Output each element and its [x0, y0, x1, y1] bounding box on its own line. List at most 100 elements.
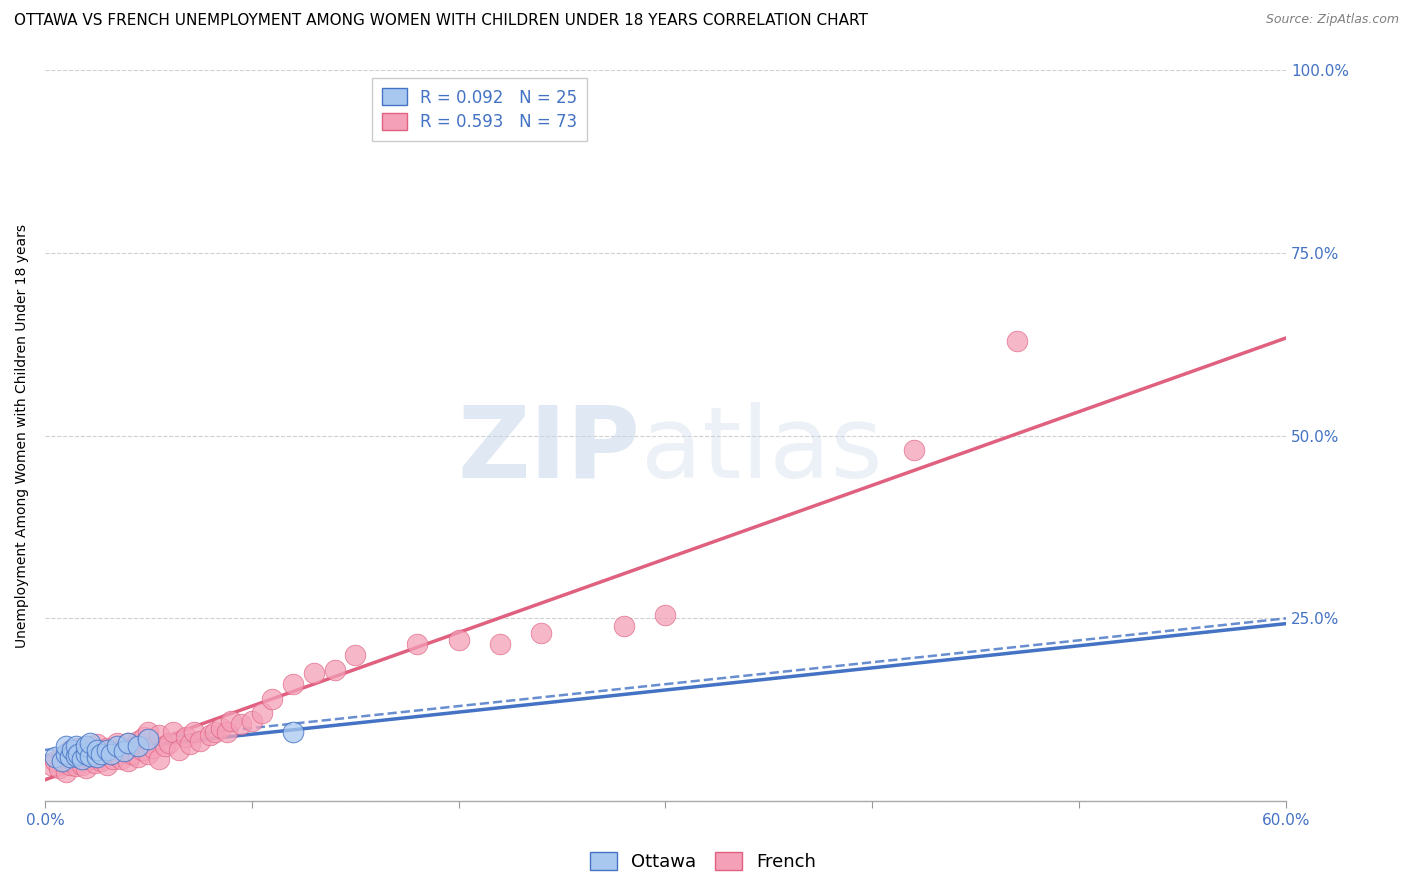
Point	[127, 734, 149, 748]
Point	[86, 750, 108, 764]
Point	[148, 728, 170, 742]
Point	[96, 741, 118, 756]
Point	[157, 736, 180, 750]
Point	[75, 761, 97, 775]
Point	[105, 736, 128, 750]
Point	[100, 747, 122, 761]
Point	[302, 666, 325, 681]
Point	[134, 730, 156, 744]
Point	[530, 626, 553, 640]
Point	[75, 739, 97, 754]
Point	[188, 734, 211, 748]
Point	[122, 739, 145, 754]
Point	[209, 721, 232, 735]
Point	[112, 743, 135, 757]
Point	[121, 747, 143, 761]
Point	[39, 757, 62, 772]
Point	[65, 748, 87, 763]
Point	[79, 739, 101, 754]
Text: ZIP: ZIP	[458, 401, 641, 499]
Point	[51, 750, 73, 764]
Point	[219, 714, 242, 728]
Point	[75, 747, 97, 761]
Point	[127, 739, 149, 754]
Point	[105, 739, 128, 754]
Point	[117, 736, 139, 750]
Point	[55, 739, 77, 754]
Point	[489, 637, 512, 651]
Point	[65, 748, 87, 763]
Point	[44, 750, 66, 764]
Point	[75, 744, 97, 758]
Point	[654, 607, 676, 622]
Point	[90, 754, 112, 768]
Point	[215, 724, 238, 739]
Point	[447, 633, 470, 648]
Point	[183, 724, 205, 739]
Point	[127, 750, 149, 764]
Point	[204, 724, 226, 739]
Point	[65, 759, 87, 773]
Point	[1005, 334, 1028, 348]
Legend: Ottawa, French: Ottawa, French	[582, 845, 824, 879]
Point	[70, 752, 93, 766]
Point	[70, 757, 93, 772]
Point	[91, 744, 114, 758]
Point	[59, 743, 82, 757]
Legend: R = 0.092   N = 25, R = 0.593   N = 73: R = 0.092 N = 25, R = 0.593 N = 73	[371, 78, 588, 142]
Point	[51, 754, 73, 768]
Point	[103, 752, 125, 766]
Point	[903, 443, 925, 458]
Point	[55, 764, 77, 779]
Point	[179, 737, 201, 751]
Point	[112, 744, 135, 758]
Point	[200, 728, 222, 742]
Point	[67, 747, 90, 761]
Point	[79, 736, 101, 750]
Point	[138, 731, 160, 746]
Point	[55, 747, 77, 761]
Point	[283, 724, 305, 739]
Y-axis label: Unemployment Among Women with Children Under 18 years: Unemployment Among Women with Children U…	[15, 224, 30, 648]
Point	[138, 724, 160, 739]
Point	[169, 743, 191, 757]
Point	[148, 752, 170, 766]
Point	[162, 724, 184, 739]
Point	[344, 648, 367, 662]
Point	[79, 748, 101, 763]
Point	[96, 743, 118, 757]
Text: Source: ZipAtlas.com: Source: ZipAtlas.com	[1265, 13, 1399, 27]
Text: atlas: atlas	[641, 401, 883, 499]
Point	[59, 757, 82, 772]
Point	[59, 750, 82, 764]
Point	[283, 677, 305, 691]
Point	[131, 743, 153, 757]
Point	[117, 754, 139, 768]
Point	[406, 637, 429, 651]
Point	[65, 739, 87, 754]
Point	[323, 663, 346, 677]
Point	[174, 730, 197, 744]
Point	[117, 736, 139, 750]
Point	[100, 747, 122, 761]
Point	[153, 739, 176, 754]
Point	[86, 743, 108, 757]
Point	[83, 756, 105, 771]
Point	[60, 743, 83, 757]
Point	[231, 717, 253, 731]
Point	[262, 691, 284, 706]
Point	[55, 747, 77, 761]
Text: OTTAWA VS FRENCH UNEMPLOYMENT AMONG WOMEN WITH CHILDREN UNDER 18 YEARS CORRELATI: OTTAWA VS FRENCH UNEMPLOYMENT AMONG WOME…	[14, 13, 868, 29]
Point	[105, 748, 128, 763]
Point	[70, 747, 93, 761]
Point	[110, 752, 132, 766]
Point	[48, 761, 70, 775]
Point	[96, 757, 118, 772]
Point	[86, 737, 108, 751]
Point	[44, 754, 66, 768]
Point	[613, 618, 636, 632]
Point	[79, 752, 101, 766]
Point	[250, 706, 273, 721]
Point	[90, 747, 112, 761]
Point	[86, 750, 108, 764]
